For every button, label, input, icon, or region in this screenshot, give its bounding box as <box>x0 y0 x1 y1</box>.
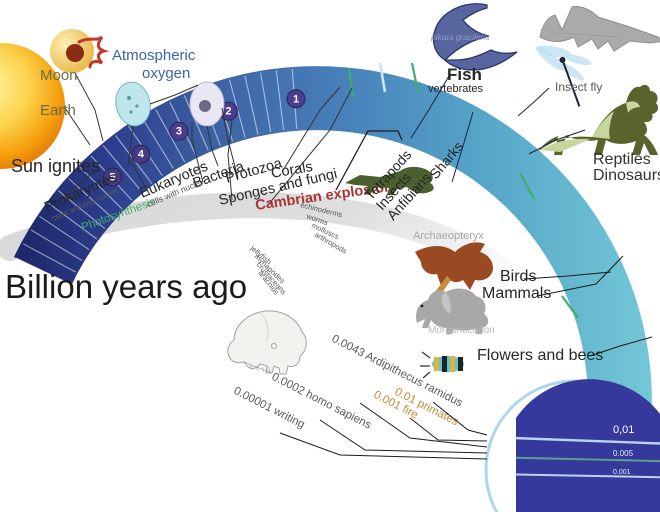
svg-text:Dinosaurs: Dinosaurs <box>593 167 660 184</box>
svg-text:1: 1 <box>293 93 299 105</box>
svg-text:Reptiles: Reptiles <box>593 151 651 168</box>
svg-text:4: 4 <box>138 149 145 161</box>
svg-text:Birds: Birds <box>500 268 536 285</box>
svg-text:Morganucodon: Morganucodon <box>428 325 495 336</box>
svg-text:Atmospheric: Atmospheric <box>112 47 196 64</box>
svg-text:oxygen: oxygen <box>142 65 190 82</box>
svg-text:2: 2 <box>225 106 231 118</box>
svg-text:0.001: 0.001 <box>613 469 631 476</box>
svg-text:Fish: Fish <box>447 65 482 84</box>
svg-text:Flowers and bees: Flowers and bees <box>477 347 603 364</box>
svg-text:0,01: 0,01 <box>613 424 634 436</box>
svg-text:Sun ignites: Sun ignites <box>11 156 100 176</box>
svg-text:pikaia gracilens: pikaia gracilens <box>430 32 490 42</box>
svg-text:Billion years ago: Billion years ago <box>5 268 247 305</box>
svg-text:3: 3 <box>176 126 182 138</box>
svg-text:Earth: Earth <box>40 102 76 119</box>
svg-text:Archaeopteryx: Archaeopteryx <box>413 230 484 242</box>
svg-text:Insect fly: Insect fly <box>555 80 602 94</box>
svg-text:0.005: 0.005 <box>613 449 634 458</box>
svg-text:vertebrates: vertebrates <box>428 83 484 95</box>
svg-text:Mammals: Mammals <box>482 285 551 302</box>
svg-text:Moon: Moon <box>40 67 78 84</box>
